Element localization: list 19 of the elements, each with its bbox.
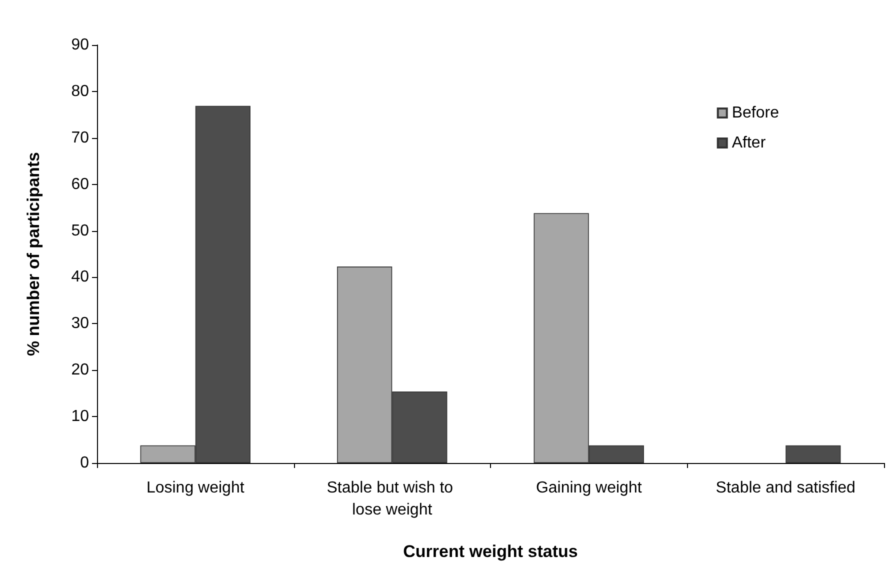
x-tick-label: Stable and satisfied bbox=[716, 480, 856, 496]
bar bbox=[786, 445, 841, 463]
y-tick-label: 90 bbox=[71, 36, 90, 54]
legend-label: Before bbox=[732, 104, 780, 122]
x-tick-label: Stable but wish to lose weight bbox=[326, 480, 458, 518]
y-tick-label: 10 bbox=[71, 408, 90, 426]
legend-label: After bbox=[732, 134, 766, 152]
y-tick-label: 30 bbox=[71, 315, 90, 332]
y-tick-label: 40 bbox=[71, 268, 90, 286]
y-tick-label: 20 bbox=[71, 362, 90, 379]
y-axis-title: % number of participants bbox=[24, 152, 43, 356]
y-tick-label: 50 bbox=[71, 222, 90, 240]
x-axis-title: Current weight status bbox=[403, 542, 578, 561]
y-tick-label: 70 bbox=[71, 129, 90, 146]
x-tick-label: Losing weight bbox=[146, 480, 245, 496]
x-tick-label: Gaining weight bbox=[536, 480, 642, 496]
y-tick-label: 0 bbox=[80, 454, 90, 472]
y-tick-label: 60 bbox=[71, 176, 90, 193]
y-tick-label: 80 bbox=[71, 82, 90, 100]
